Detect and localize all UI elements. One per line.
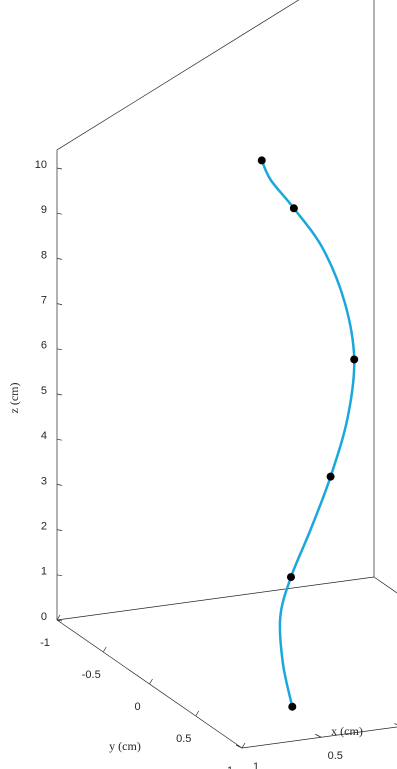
box-edge-base-right [373, 576, 397, 594]
axes-box [56, 0, 397, 749]
axes-ticks [56, 167, 397, 749]
z-tick-mark [56, 212, 63, 215]
y-tick-mark [241, 742, 246, 749]
z-tick-mark [56, 393, 63, 396]
z-tick-mark [56, 258, 63, 260]
series-line [260, 159, 356, 708]
data-point [350, 355, 359, 364]
z-tick-mark [56, 303, 63, 305]
data-markers [257, 156, 359, 711]
x-tick-mark [394, 723, 397, 726]
x-tick-mark [315, 733, 322, 738]
z-tick-mark [56, 438, 63, 441]
z-axis-label: z (cm) [7, 383, 21, 414]
x-axis-label: x (cm) [331, 724, 363, 738]
data-point [326, 472, 335, 481]
data-point [289, 204, 298, 213]
z-tick-mark [56, 484, 63, 486]
box-edge-base-left [56, 576, 375, 621]
x-tick-mark [235, 744, 243, 749]
z-tick-mark [56, 574, 63, 577]
z-tick-label: 9 [41, 204, 47, 216]
data-point [288, 702, 297, 711]
x-tick-label: 1 [253, 761, 259, 769]
y-axis-label: y (cm) [109, 739, 141, 753]
box-edge-top-right [374, 0, 397, 230]
y-tick-label: 0 [134, 701, 140, 713]
box-edge-top-left [56, 0, 300, 151]
data-series [260, 159, 356, 708]
z-tick-mark [56, 348, 63, 351]
z-tick-label: 7 [41, 295, 47, 307]
z-tick-label: 1 [41, 566, 47, 578]
y-tick-mark [149, 678, 153, 685]
y-tick-mark [195, 710, 200, 717]
z-tick-label: 6 [41, 340, 47, 352]
y-tick-label: -0.5 [82, 669, 101, 681]
x-tick-label: 0.5 [328, 750, 343, 762]
z-tick-label: 4 [41, 430, 47, 442]
box-edge-base-back [241, 726, 397, 749]
y-tick-label: 1 [227, 765, 233, 769]
y-tick-label: 0.5 [176, 733, 191, 745]
z-tick-mark [56, 529, 63, 531]
z-tick-label: 0 [41, 611, 47, 623]
data-point [286, 573, 295, 582]
z-tick-label: 8 [41, 249, 47, 261]
z-tick-mark [56, 619, 63, 622]
y-tick-mark [56, 614, 61, 621]
z-tick-label: 5 [41, 385, 47, 397]
y-tick-mark [102, 646, 107, 653]
data-point [257, 156, 266, 165]
z-tick-label: 3 [41, 475, 47, 487]
z-tick-mark [56, 167, 63, 170]
z-tick-label: 2 [41, 521, 47, 533]
z-tick-label: 10 [35, 159, 47, 171]
y-tick-label: -1 [40, 637, 50, 649]
